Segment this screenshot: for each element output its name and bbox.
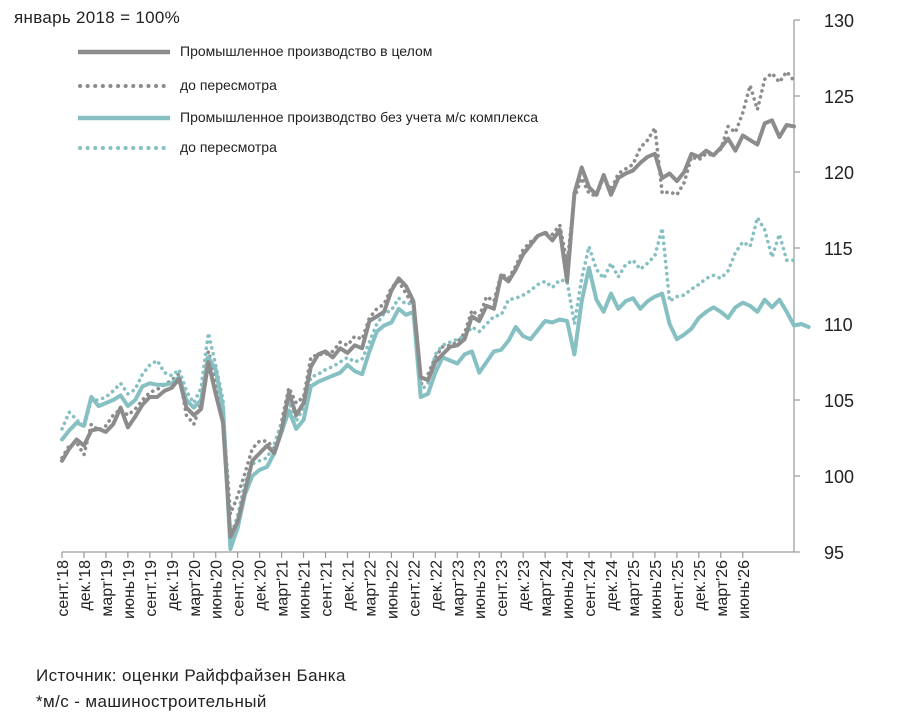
abbreviation-note: *м/с - машиностроительный [36,692,267,711]
y-axis-unit-label: январь 2018 = 100% [14,8,180,27]
x-tick-label: март'24 [538,560,555,617]
legend-label-excl: Промышленное производство без учета м/с … [180,109,539,125]
legend-swatch-excl-prev [78,146,170,150]
x-tick-label: март'22 [362,560,379,617]
legend-label-total-prev: до пересмотра [180,77,277,93]
legend-label-excl-prev: до пересмотра [180,139,277,155]
x-tick-label: июнь'20 [209,560,226,619]
x-tick-label: сент.'24 [582,560,599,617]
x-tick-label: сент.'25 [670,560,687,617]
legend-label-total: Промышленное производство в целом [180,43,433,59]
y-tick-label: 110 [824,315,853,335]
x-tick-label: март'20 [187,560,204,617]
x-tick-label: сент.'19 [143,560,160,617]
legend-swatch-total-prev [78,84,170,88]
x-tick-label: дек.'25 [692,560,709,611]
source-note: Источник: оценки Райффайзен Банка [36,666,346,685]
x-tick-label: сент.'23 [494,560,511,617]
series-line-2 [60,265,811,551]
y-tick-label: 120 [824,163,854,183]
x-tick-label: дек.'23 [516,560,533,611]
legend-swatch-excl [78,115,170,121]
legend-item-excl-prev: до пересмотра [78,138,598,158]
y-tick-label: 100 [824,467,854,487]
x-tick-label: сент.'21 [319,560,336,617]
y-tick-label: 95 [824,543,844,563]
x-axis: сент.'18 дек.'18 март'19 июнь'19 сент.'19 дек… [55,551,794,619]
x-tick-label: июнь'22 [384,560,401,619]
x-tick-label: сент.'22 [406,560,423,617]
x-tick-label: дек.'24 [604,560,621,611]
x-tick-label: июнь'21 [297,560,314,619]
y-tick-label: 125 [824,87,854,107]
x-tick-label: июнь'24 [560,560,577,619]
x-tick-label: март'25 [626,560,643,617]
series-layer [60,69,811,551]
x-tick-label: март'19 [99,560,116,617]
x-tick-label: март'23 [450,560,467,617]
x-tick-label: июнь'19 [121,560,138,619]
x-tick-label: июнь'25 [648,560,665,619]
x-tick-label: март'26 [714,560,731,617]
x-tick-label: сент.'20 [231,560,248,617]
x-tick-label: июнь'26 [736,560,753,619]
legend-item-total-prev: до пересмотра [78,76,598,96]
legend-item-excl: Промышленное производство без учета м/с … [78,108,598,142]
x-tick-label: март'21 [275,560,292,617]
legend-item-total: Промышленное производство в целом [78,42,598,62]
x-tick-label: сент.'18 [55,560,72,617]
x-tick-label: дек.'20 [253,560,270,611]
y-axis: 95 100 105 110 115 120 125 130 [793,11,854,563]
series-line-0 [60,118,796,539]
legend-swatch-total [78,49,170,55]
x-tick-label: дек.'21 [340,560,357,611]
series-line-3 [60,215,796,539]
y-tick-label: 115 [824,239,853,259]
y-tick-label: 130 [824,11,854,31]
x-tick-label: дек.'18 [77,560,94,611]
chart: 95 100 105 110 115 120 125 130 сент.'18 дек.'18 м… [55,11,854,619]
x-tick-label: дек.'19 [165,560,182,611]
y-tick-label: 105 [824,391,854,411]
x-tick-label: дек.'22 [428,560,445,611]
x-tick-label: июнь'23 [472,560,489,619]
